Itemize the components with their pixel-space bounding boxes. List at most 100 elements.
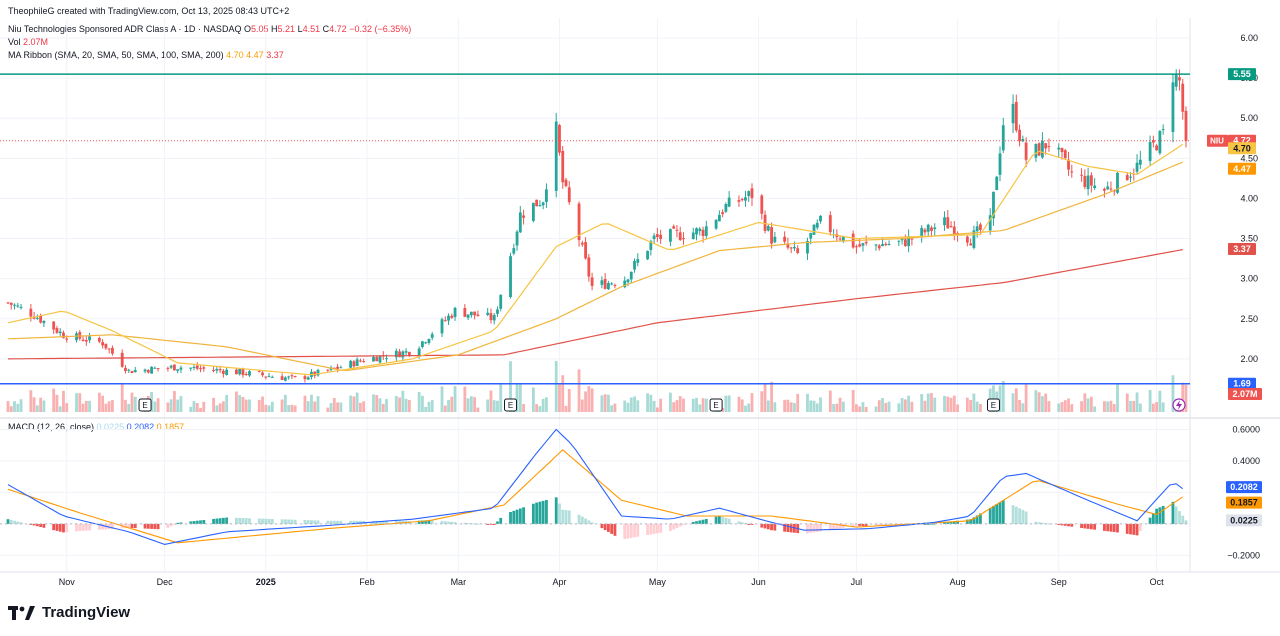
volume-bar (195, 403, 199, 412)
candle-body (355, 359, 359, 367)
macd-histogram-bar (476, 523, 480, 525)
candle-body (19, 306, 23, 308)
macd-histogram-bar (704, 518, 708, 524)
flash-icon-glyph (1176, 400, 1182, 410)
macd-histogram-bar (332, 520, 336, 524)
volume-bar (884, 402, 888, 412)
earnings-marker (504, 398, 518, 412)
volume-bar (737, 396, 741, 412)
candle-body (841, 236, 845, 242)
macd-axis-tick: −0.2000 (1227, 550, 1260, 560)
volume-bar (567, 388, 571, 412)
candle-body (887, 244, 891, 246)
candle-body (42, 320, 46, 324)
volume-bar (766, 400, 770, 412)
time-axis-tick: Jun (751, 577, 766, 587)
volume-legend[interactable]: Vol 2.07M (8, 37, 48, 47)
volume-bar (887, 401, 891, 412)
candle-body (783, 236, 787, 242)
candle-body (607, 283, 610, 290)
macd-histogram-bar (695, 521, 698, 524)
earnings-marker-label: E (142, 401, 147, 410)
price-axis-tick: 5.00 (1240, 113, 1258, 123)
volume-bar (1158, 390, 1162, 412)
candle-body (212, 369, 215, 371)
macd-histogram-bar (965, 519, 969, 524)
volume-bar (629, 397, 633, 412)
volume-bar (832, 404, 835, 412)
symbol-legend[interactable]: Niu Technologies Sponsored ADR Class A ·… (8, 24, 412, 34)
volume-bar (531, 387, 535, 412)
ma-ribbon-legend[interactable]: MA Ribbon (SMA, 20, SMA, 50, SMA, 100, S… (8, 50, 284, 60)
candle-body (1014, 101, 1018, 131)
candle-body (727, 197, 731, 207)
macd-histogram-bar (584, 518, 587, 524)
candle-body (806, 240, 809, 254)
candle-body (202, 367, 206, 369)
candle-body (179, 367, 183, 370)
macd-histogram-bar (675, 523, 679, 528)
macd-histogram-bar (613, 523, 617, 536)
macd-histogram-bar (336, 520, 339, 524)
volume-bar (283, 394, 287, 412)
macd-histogram-bar (1181, 515, 1185, 524)
candle-body (773, 236, 777, 243)
macd-histogram-bar (558, 503, 561, 524)
volume-bar (773, 402, 777, 412)
macd-histogram-bar (691, 521, 695, 524)
candle-body (218, 369, 222, 371)
macd-histogram-bar (58, 523, 62, 532)
volume-bar (355, 392, 359, 412)
candle-body (949, 225, 953, 228)
candle-body (430, 334, 434, 338)
macd-line-value: 0.2082 (126, 422, 155, 432)
volume-bar (443, 405, 447, 412)
candle-body (81, 339, 85, 341)
candle-body (352, 361, 356, 367)
tradingview-logo[interactable]: TradingView (8, 604, 130, 621)
macd-histogram-bar (724, 517, 728, 524)
macd-line (7, 428, 1184, 545)
volume-bar (1080, 401, 1083, 412)
candle-body (535, 199, 539, 207)
candle-body (486, 312, 490, 315)
candle-body (372, 357, 375, 362)
macd-histogram-bar (440, 521, 444, 524)
candle-body (394, 350, 398, 358)
volume-bar (1093, 406, 1097, 412)
time-axis-tick: Nov (59, 577, 76, 587)
volume-bar (215, 405, 219, 412)
volume-bar (463, 386, 467, 412)
ma-mid-value: 4.47 (246, 50, 264, 60)
candle-body (169, 365, 173, 368)
macd-histogram-bar (652, 523, 656, 534)
candle-body (695, 228, 698, 235)
candle-body (176, 369, 180, 371)
volume-bar (910, 401, 914, 412)
volume-bar (221, 401, 225, 412)
macd-histogram-bar (646, 523, 649, 536)
candle-body (1083, 176, 1087, 187)
candle-body (920, 227, 924, 238)
candle-body (724, 204, 728, 212)
price-axis-label-text: 4.72 (1233, 136, 1251, 146)
price-axis-tick: 6.00 (1240, 33, 1258, 43)
macd-histogram-bar (35, 523, 39, 527)
volume-bar (812, 400, 816, 412)
macd-histogram-bar (238, 517, 242, 524)
volume-bar (580, 399, 584, 412)
volume-bar (864, 406, 868, 412)
candle-body (173, 364, 176, 371)
macd-histogram-bar (101, 523, 105, 530)
volume-bar (244, 399, 248, 412)
volume-bar (372, 394, 375, 412)
volume-bar (949, 397, 953, 412)
macd-legend[interactable]: MACD (12, 26, close) 0.0225 0.2082 0.185… (8, 422, 184, 432)
volume-bar (401, 390, 405, 412)
volume-bar (381, 403, 385, 412)
macd-histogram-bar (280, 519, 284, 524)
candle-body (704, 226, 708, 236)
macd-histogram-bar (864, 523, 868, 527)
macd-histogram-bar (770, 523, 773, 531)
